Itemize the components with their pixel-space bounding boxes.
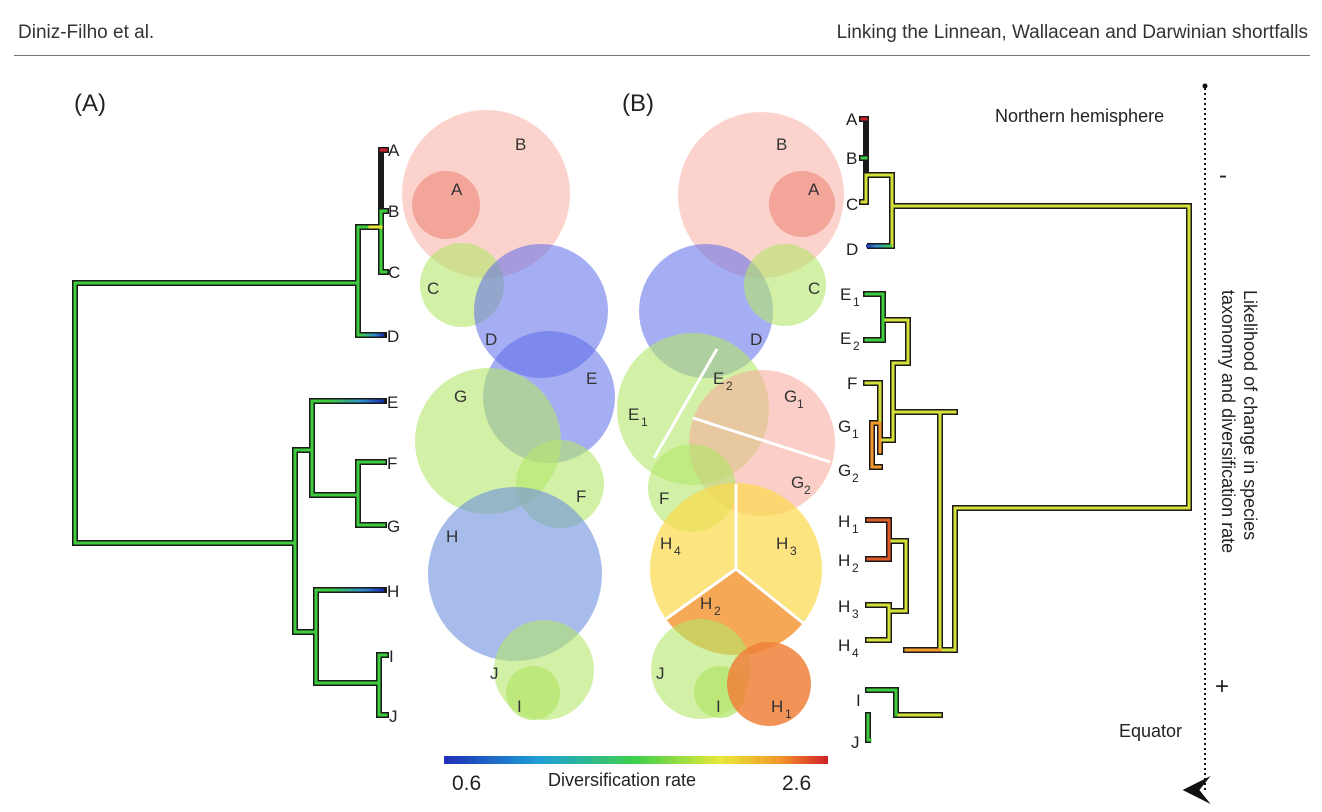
panel-a-label: (A) [74,90,106,117]
circle-label: B [776,135,787,154]
tip-label: F [847,374,857,393]
circle-label: H [660,534,672,553]
circle-label: E [713,369,724,388]
tip-subscript: 1 [852,522,859,536]
circle-label: C [427,279,439,298]
legend-max: 2.6 [782,772,811,795]
tip-label: E [840,285,851,304]
circle-subscript: 2 [804,483,811,497]
color-gradient-bar [444,756,828,764]
color-legend: 0.6 Diversification rate 2.6 [444,756,828,795]
circle-label: A [808,180,820,199]
tip-label: G [387,517,400,536]
circle-subscript: 3 [790,544,797,558]
circle-label: B [515,135,526,154]
circle-subscript: 1 [641,415,648,429]
circle-label: D [485,330,497,349]
circle-subscript: 4 [674,544,681,558]
tip-label: E [387,393,398,412]
tip-label: D [387,327,399,346]
circle-label: J [656,664,665,683]
tip-label: H [838,512,850,531]
axis-title-line2: taxonomy and diversification rate [1218,290,1238,553]
tip-subscript: 2 [852,471,859,485]
tip-label: I [389,647,394,666]
circle-label: H [776,534,788,553]
range-circle-c [744,244,826,326]
circle-label: H [771,697,783,716]
range-circle-a [769,171,835,237]
tip-subscript: 1 [853,295,860,309]
tip-subscript: 4 [852,646,859,660]
tip-label: C [846,195,858,214]
range-circle-a [412,171,480,239]
tip-label: A [388,141,400,160]
circle-label: E [628,405,639,424]
tip-label: J [851,733,860,752]
panel-b-tip-labels: A B C D E 1 E 2 F G 1 G 2 H 1 H 2 H 3 H … [838,110,861,752]
tip-subscript: 3 [852,607,859,621]
latitude-axis: Northern hemisphere Equator - + Likeliho… [995,83,1260,804]
circle-subscript: 1 [797,397,804,411]
tip-label: H [838,551,850,570]
tip-subscript: 2 [852,561,859,575]
tip-label: G [838,417,851,436]
range-circle-h1 [727,642,811,726]
tip-label: J [389,707,398,726]
range-circle-i [506,666,560,720]
axis-minus: - [1219,162,1227,189]
axis-top-label: Northern hemisphere [995,106,1164,126]
tip-label: G [838,461,851,480]
circle-label: G [791,473,804,492]
circle-label: I [716,697,721,716]
panel-a-tip-labels: A B C D E F G H I J [387,141,400,726]
legend-min: 0.6 [452,772,481,795]
running-header-title: Linking the Linnean, Wallacean and Darwi… [836,22,1308,43]
panel-a-circles [402,110,615,720]
axis-title-line1: Likelihood of change in species [1240,290,1260,540]
panel-b-label: (B) [622,90,654,117]
axis-bottom-label: Equator [1119,721,1182,741]
range-circle-h [428,487,602,661]
circle-label: H [700,594,712,613]
circle-label: J [490,664,499,683]
legend-title: Diversification rate [548,770,696,790]
header-rule [14,55,1310,56]
circle-label: H [446,527,458,546]
tip-label: E [840,329,851,348]
circle-label: I [517,697,522,716]
tip-label: A [846,110,858,129]
tip-subscript: 1 [852,427,859,441]
tip-label: H [387,582,399,601]
circle-label: G [784,387,797,406]
circle-label: E [586,369,597,388]
tip-label: C [388,263,400,282]
panel-b-circle-labels: B A C D E 2 E 1 G 1 G 2 F H 4 H 3 H 2 J … [628,135,820,721]
circle-label: F [659,489,669,508]
tip-label: I [856,691,861,710]
circle-subscript: 2 [726,379,733,393]
tip-label: B [846,149,857,168]
circle-label: D [750,330,762,349]
tip-label: F [387,454,397,473]
circle-label: A [451,180,463,199]
running-header-authors: Diniz-Filho et al. [18,22,155,43]
circle-subscript: 2 [714,604,721,618]
axis-plus: + [1215,673,1229,700]
tip-label: D [846,240,858,259]
tip-label: H [838,597,850,616]
tip-label: B [388,202,399,221]
circle-label: C [808,279,820,298]
tip-subscript: 2 [853,339,860,353]
circle-label: G [454,387,467,406]
panel-b-circles [617,112,844,726]
panel-a-tree [72,147,389,718]
panel-b-tree [859,116,1192,743]
circle-subscript: 1 [785,707,792,721]
panel-a-circle-labels: B A C D E G F H J I [427,135,597,716]
circle-label: F [576,487,586,506]
tip-label: H [838,636,850,655]
